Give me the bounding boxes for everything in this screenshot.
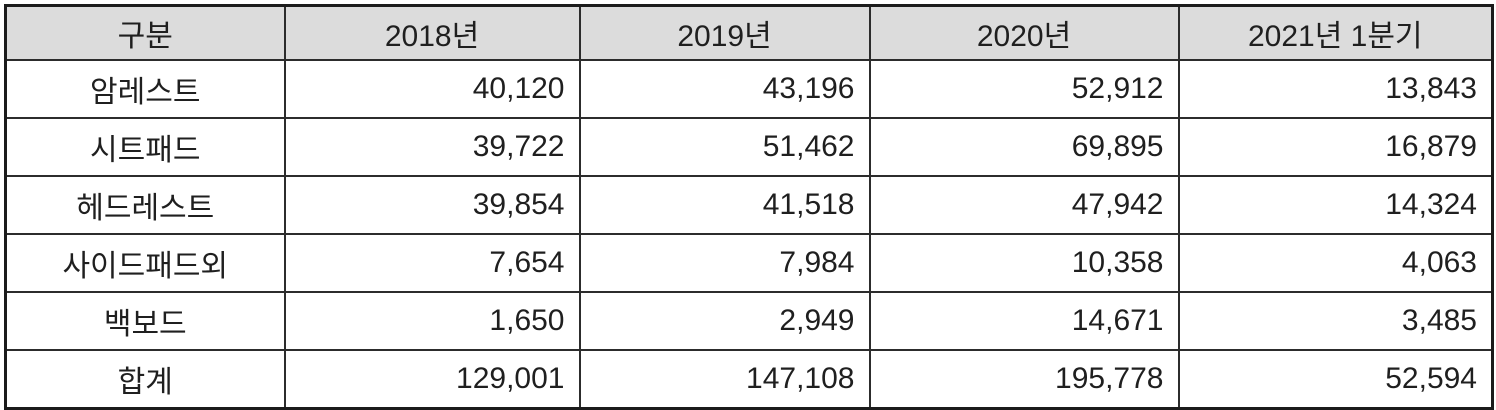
cell-value: 4,063: [1177, 233, 1494, 293]
row-label: 시트패드: [4, 117, 286, 177]
cell-value: 39,854: [283, 175, 581, 235]
column-header-2020: 2020년: [868, 4, 1180, 61]
table-row: 시트패드 39,722 51,462 69,895 16,879: [4, 117, 1494, 177]
column-header-category: 구분: [4, 4, 286, 61]
table-row: 사이드패드외 7,654 7,984 10,358 4,063: [4, 233, 1494, 293]
yearly-sales-table: 구분 2018년 2019년 2020년 2021년 1분기 암레스트 40,1…: [4, 4, 1494, 410]
cell-value: 69,895: [868, 117, 1180, 177]
cell-value: 7,984: [578, 233, 871, 293]
cell-value: 2,949: [578, 291, 871, 351]
cell-value: 14,324: [1177, 175, 1494, 235]
cell-value: 7,654: [283, 233, 581, 293]
table-row: 백보드 1,650 2,949 14,671 3,485: [4, 291, 1494, 351]
cell-value: 16,879: [1177, 117, 1494, 177]
cell-value: 3,485: [1177, 291, 1494, 351]
cell-value: 147,108: [578, 349, 871, 410]
cell-value: 40,120: [283, 59, 581, 119]
table-row: 헤드레스트 39,854 41,518 47,942 14,324: [4, 175, 1494, 235]
row-label: 암레스트: [4, 59, 286, 119]
cell-value: 195,778: [868, 349, 1180, 410]
table-row: 암레스트 40,120 43,196 52,912 13,843: [4, 59, 1494, 119]
cell-value: 13,843: [1177, 59, 1494, 119]
cell-value: 52,594: [1177, 349, 1494, 410]
row-label: 백보드: [4, 291, 286, 351]
cell-value: 129,001: [283, 349, 581, 410]
cell-value: 10,358: [868, 233, 1180, 293]
table-row-total: 합계 129,001 147,108 195,778 52,594: [4, 349, 1494, 410]
cell-value: 39,722: [283, 117, 581, 177]
row-label: 헤드레스트: [4, 175, 286, 235]
cell-value: 51,462: [578, 117, 871, 177]
column-header-2018: 2018년: [283, 4, 581, 61]
column-header-2019: 2019년: [578, 4, 871, 61]
row-label: 사이드패드외: [4, 233, 286, 293]
cell-value: 52,912: [868, 59, 1180, 119]
cell-value: 1,650: [283, 291, 581, 351]
cell-value: 41,518: [578, 175, 871, 235]
column-header-2021q1: 2021년 1분기: [1177, 4, 1494, 61]
cell-value: 47,942: [868, 175, 1180, 235]
cell-value: 14,671: [868, 291, 1180, 351]
cell-value: 43,196: [578, 59, 871, 119]
table-header-row: 구분 2018년 2019년 2020년 2021년 1분기: [4, 4, 1494, 61]
row-label-total: 합계: [4, 349, 286, 410]
